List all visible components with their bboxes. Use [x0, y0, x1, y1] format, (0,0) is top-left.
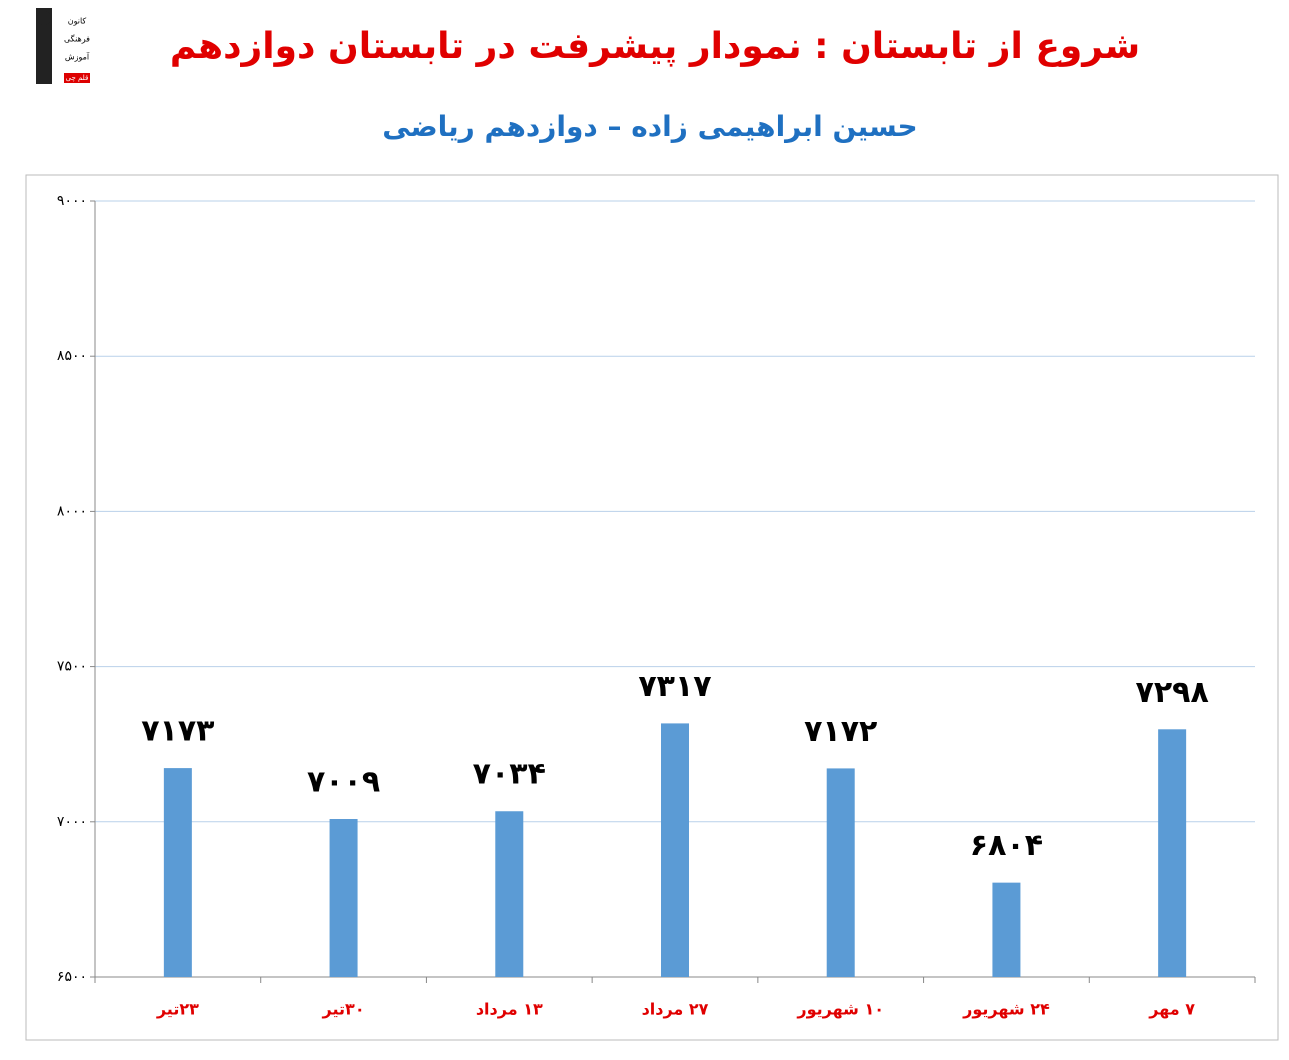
value-label: ۷۱۷۳ — [141, 714, 214, 749]
bar — [329, 819, 358, 977]
y-tick-label: ۸۰۰۰ — [57, 503, 87, 519]
logo-head — [37, 11, 51, 25]
x-tick-label: ۱۰ شهریور — [796, 1000, 884, 1019]
logo-text: کانون — [68, 17, 87, 26]
bar — [992, 882, 1021, 977]
x-tick-label: ۲۴ شهریور — [962, 1000, 1050, 1019]
value-label: ۷۰۳۴ — [473, 757, 546, 792]
logo-text: آموزش — [65, 52, 90, 62]
x-tick-label: ۲۷ مرداد — [642, 1000, 709, 1019]
bar — [163, 768, 192, 977]
logo-text: فرهنگی — [64, 34, 90, 44]
logo-badge — [64, 73, 90, 83]
value-label: ۷۲۹۸ — [1136, 675, 1209, 710]
value-label: ۷۰۰۹ — [307, 765, 380, 800]
y-tick-label: ۷۰۰۰ — [57, 814, 87, 830]
x-tick-label: ۲۳تیر — [156, 1000, 199, 1019]
x-tick-label: ۱۳ مرداد — [476, 1000, 543, 1019]
x-tick-label: ۷ مهر — [1148, 1000, 1195, 1019]
logo-figure — [36, 8, 52, 84]
chart-title: شروع از تابستان : نمودار پیشرفت در تابست… — [170, 26, 1140, 67]
bar — [1158, 729, 1187, 977]
y-tick-label: ۹۰۰۰ — [57, 193, 87, 209]
value-label: ۷۱۷۲ — [804, 714, 877, 749]
value-label: ۷۳۱۷ — [638, 669, 711, 704]
chart-frame — [25, 174, 1279, 1041]
logo-text: قلم چی — [66, 74, 89, 82]
x-tick-label: ۳۰تیر — [322, 1000, 365, 1019]
y-tick-label: ۶۵۰۰ — [57, 969, 87, 985]
bar — [495, 811, 524, 977]
logo: کانون فرهنگی آموزش قلم چی — [36, 8, 90, 84]
bar — [661, 723, 689, 977]
bar — [826, 768, 855, 977]
y-tick-label: ۸۵۰۰ — [57, 348, 87, 364]
value-label: ۶۸۰۴ — [970, 828, 1043, 863]
chart-subtitle: حسین ابراهیمی زاده – دوازدهم ریاضی — [382, 110, 918, 143]
y-tick-label: ۷۵۰۰ — [57, 659, 87, 675]
